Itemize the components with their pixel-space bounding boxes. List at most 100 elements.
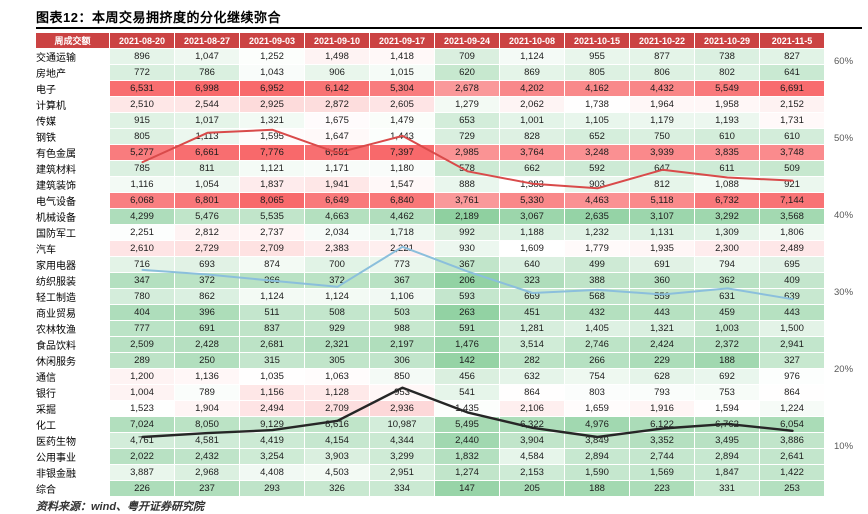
value-cell: 1,232 [565,225,630,241]
title-underline [36,27,862,29]
value-cell: 1,321 [240,113,305,129]
industry-label-cell: 房地产 [36,65,110,81]
value-cell: 700 [305,257,370,273]
value-cell: 1,847 [695,465,760,481]
value-cell: 3,761 [435,193,500,209]
industry-label-cell: 国防军工 [36,225,110,241]
value-cell: 6,801 [175,193,240,209]
value-cell: 3,495 [695,433,760,449]
value-cell: 323 [500,273,565,289]
value-cell: 1,383 [500,177,565,193]
value-cell: 4,202 [500,81,565,97]
value-cell: 6,531 [110,81,175,97]
value-cell: 1,043 [240,65,305,81]
value-cell: 929 [305,321,370,337]
industry-label-cell: 电气设备 [36,193,110,209]
value-cell: 2,300 [695,241,760,257]
value-cell: 772 [110,65,175,81]
congestion-table: 周成交额 2021-08-20 2021-08-27 2021-09-03 2021-0… [36,33,825,497]
value-cell: 862 [175,289,240,305]
value-cell: 930 [435,241,500,257]
value-cell: 640 [500,257,565,273]
value-cell: 362 [695,273,760,289]
value-cell: 738 [695,49,760,65]
value-cell: 4,419 [240,433,305,449]
value-cell: 1,124 [305,289,370,305]
value-cell: 305 [305,353,370,369]
value-cell: 592 [565,161,630,177]
value-cell: 1,128 [305,385,370,401]
value-cell: 367 [435,257,500,273]
value-cell: 1,274 [435,465,500,481]
value-cell: 511 [240,305,305,321]
value-cell: 2,022 [110,449,175,465]
value-cell: 4,344 [370,433,435,449]
value-cell: 632 [500,369,565,385]
value-cell: 1,001 [500,113,565,129]
value-cell: 1,498 [305,49,370,65]
value-cell: 5,330 [500,193,565,209]
table-row: 公用事业 2,022 2,432 3,254 3,903 3,299 1,832 4,584 2… [36,449,825,465]
value-cell: 988 [370,321,435,337]
value-cell: 7,397 [370,145,435,161]
value-cell: 2,729 [175,241,240,257]
date-header-cell: 2021-08-20 [110,33,175,49]
value-cell: 2,746 [565,337,630,353]
value-cell: 3,352 [630,433,695,449]
value-cell: 3,939 [630,145,695,161]
value-cell: 652 [565,129,630,145]
value-cell: 610 [695,129,760,145]
value-cell: 6,054 [760,417,825,433]
value-cell: 266 [565,353,630,369]
value-cell: 647 [630,161,695,177]
value-cell: 432 [565,305,630,321]
value-cell: 864 [500,385,565,401]
value-cell: 508 [305,305,370,321]
value-cell: 147 [435,481,500,497]
value-cell: 5,549 [695,81,760,97]
value-cell: 237 [175,481,240,497]
value-cell: 2,189 [435,209,500,225]
value-cell: 4,503 [305,465,370,481]
table-row: 钢铁 805 1,113 1,595 1,647 1,443 729 828 652 750 610… [36,129,825,145]
value-cell: 2,062 [500,97,565,113]
value-cell: 2,737 [240,225,305,241]
value-cell: 372 [305,273,370,289]
date-header-cell: 2021-11-5 [760,33,825,49]
value-cell: 1,422 [760,465,825,481]
value-cell: 1,200 [110,369,175,385]
value-cell: 805 [565,65,630,81]
value-cell: 2,106 [500,401,565,417]
value-cell: 347 [110,273,175,289]
value-cell: 250 [175,353,240,369]
table-row: 纺织服装 347 372 366 372 367 206 323 388 360 362 409 [36,273,825,289]
value-cell: 6,840 [370,193,435,209]
value-cell: 360 [630,273,695,289]
value-cell: 1,731 [760,113,825,129]
axis-tick-label: 50% [834,133,854,144]
value-cell: 2,681 [240,337,305,353]
value-cell: 188 [695,353,760,369]
table-row: 银行 1,004 789 1,156 1,128 953 541 864 803 793 753 86… [36,385,825,401]
value-cell: 803 [565,385,630,401]
value-cell: 2,610 [110,241,175,257]
value-cell: 2,428 [175,337,240,353]
value-cell: 205 [500,481,565,497]
industry-label-cell: 计算机 [36,97,110,113]
value-cell: 1,405 [565,321,630,337]
industry-label-cell: 家用电器 [36,257,110,273]
table-row: 家用电器 716 693 874 700 773 367 640 499 691 794 695 [36,257,825,273]
value-cell: 591 [435,321,500,337]
value-cell: 811 [175,161,240,177]
value-cell: 2,709 [240,241,305,257]
value-cell: 593 [435,289,500,305]
value-cell: 1,935 [630,241,695,257]
industry-label-cell: 非银金融 [36,465,110,481]
value-cell: 4,663 [305,209,370,225]
value-cell: 372 [175,273,240,289]
value-cell: 2,925 [240,97,305,113]
value-cell: 3,248 [565,145,630,161]
table-row: 建筑材料 785 811 1,121 1,171 1,180 578 662 592 647 611… [36,161,825,177]
value-cell: 253 [760,481,825,497]
